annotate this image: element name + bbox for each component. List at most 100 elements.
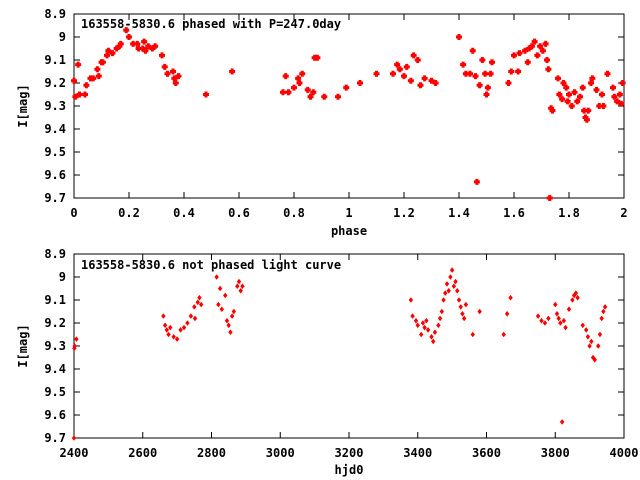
data-point [531, 38, 538, 45]
data-point [394, 61, 401, 68]
data-point [414, 57, 421, 63]
data-point [467, 70, 473, 77]
data-point [240, 283, 245, 289]
data-point [443, 290, 448, 296]
y-tick-label: 9.1 [44, 293, 66, 307]
data-point [610, 84, 616, 91]
data-point [126, 34, 132, 40]
data-point [94, 66, 101, 73]
data-point [335, 93, 341, 100]
data-point [587, 343, 592, 349]
data-point [456, 297, 462, 303]
data-point [601, 308, 606, 315]
data-point [524, 59, 531, 66]
y-tick-label: 9.4 [44, 122, 66, 136]
data-point [170, 68, 176, 75]
data-point [611, 93, 618, 100]
data-point [483, 91, 490, 98]
data-point [390, 70, 396, 77]
data-point [458, 304, 463, 310]
data-point [473, 178, 480, 185]
data-point [178, 327, 183, 333]
data-point [604, 70, 611, 77]
data-point [162, 322, 168, 329]
data-point [463, 301, 469, 308]
data-point [515, 68, 522, 75]
data-point [407, 77, 414, 84]
data-point [224, 317, 230, 324]
data-point [455, 288, 460, 294]
data-point [164, 327, 170, 333]
data-point [469, 47, 476, 54]
data-point [618, 100, 625, 107]
data-point [304, 86, 311, 93]
y-axis-label: I[mag] [16, 324, 30, 367]
data-point [174, 336, 180, 342]
y-tick-label: 9.6 [44, 168, 66, 182]
data-point [508, 294, 513, 301]
x-tick-label: 1.4 [448, 206, 470, 220]
x-tick-label: 2400 [60, 446, 89, 460]
data-point [71, 435, 77, 441]
data-point [571, 89, 578, 96]
data-point [152, 43, 159, 50]
y-tick-label: 9.3 [44, 99, 66, 113]
data-point [535, 313, 541, 319]
data-point [476, 82, 483, 89]
y-tick-label: 9.2 [44, 76, 66, 90]
data-point [188, 313, 194, 319]
data-point [555, 75, 561, 82]
data-point [585, 107, 592, 114]
data-point [542, 320, 548, 326]
data-point [554, 311, 560, 317]
data-point [436, 322, 441, 329]
data-point [451, 283, 457, 289]
data-point [357, 80, 363, 86]
data-point [470, 331, 475, 338]
data-point [343, 84, 350, 91]
data-point [291, 84, 297, 91]
data-point [310, 89, 317, 96]
data-point [484, 84, 491, 91]
data-point [280, 89, 286, 96]
data-point [597, 331, 603, 338]
y-tick-label: 9.6 [44, 408, 66, 422]
data-point [444, 281, 450, 287]
data-point [568, 103, 575, 109]
data-point [424, 317, 429, 324]
data-point [197, 294, 202, 301]
data-point [437, 315, 443, 322]
phased-light-curve-panel: 163558-5830.6 phased with P=247.0day pha… [16, 7, 628, 238]
data-point [401, 73, 407, 80]
data-point [299, 70, 306, 77]
x-axis-label: hjd0 [335, 463, 364, 477]
data-point [602, 304, 608, 310]
x-tick-label: 0.6 [228, 206, 250, 220]
data-point [539, 317, 544, 324]
data-point [508, 68, 515, 75]
data-point [549, 107, 556, 114]
data-point [558, 320, 563, 326]
data-point [373, 70, 380, 77]
data-point [577, 93, 583, 100]
data-point [556, 315, 561, 322]
plot-frame [73, 13, 625, 199]
y-tick-label: 8.9 [44, 7, 66, 21]
x-tick-label: 0.2 [118, 206, 140, 220]
data-point [90, 75, 97, 82]
data-point [511, 52, 517, 59]
data-point [528, 43, 535, 50]
data-point [560, 80, 567, 86]
data-point [583, 116, 590, 123]
y-tick-label: 9.5 [44, 385, 66, 399]
data-point [589, 338, 594, 345]
x-tick-label: 1 [345, 206, 352, 220]
data-point [99, 59, 106, 66]
x-tick-label: 3600 [472, 446, 501, 460]
data-point [546, 315, 551, 322]
data-point [166, 331, 171, 338]
plot-frame [73, 253, 625, 439]
data-point [403, 63, 410, 70]
data-point [74, 336, 79, 342]
x-tick-label: 0.8 [283, 206, 305, 220]
